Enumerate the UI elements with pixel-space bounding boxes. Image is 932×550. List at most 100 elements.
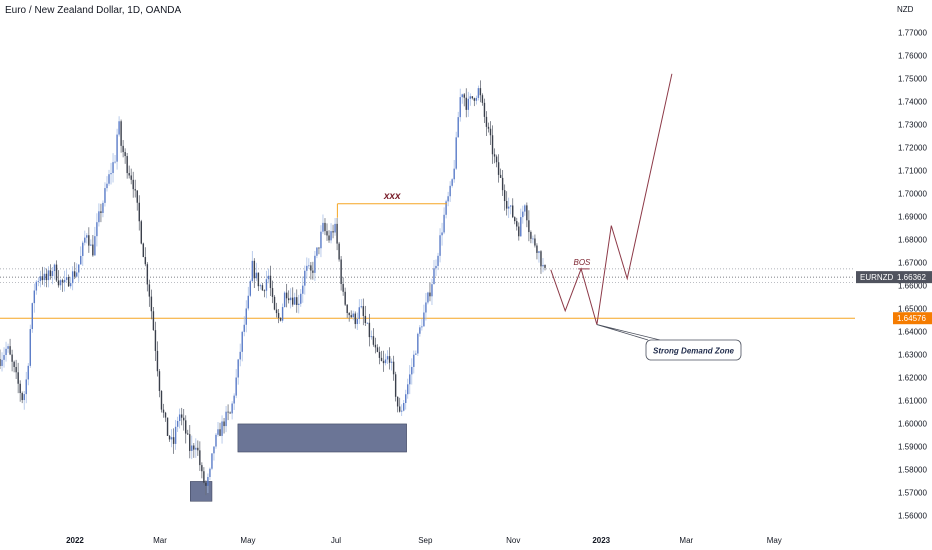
candle-body (112, 162, 114, 174)
candle-body (128, 173, 130, 176)
candle-body (94, 236, 96, 256)
candle-body (275, 309, 278, 314)
candle-body (189, 434, 191, 451)
candle-body (235, 377, 237, 396)
candle-body (92, 244, 94, 256)
candle-body (316, 247, 318, 256)
y-tick-label: 1.74000 (898, 97, 927, 106)
candle-body (261, 285, 264, 291)
candle-body (134, 189, 136, 191)
candle-body (289, 297, 292, 301)
price-tag-value: 1.66362 (897, 273, 926, 282)
x-tick-label: May (240, 536, 255, 545)
candle-body (170, 437, 173, 440)
candle-body (304, 270, 306, 286)
candle-body (263, 290, 266, 292)
candle-body (415, 353, 417, 355)
candle-body (532, 238, 534, 240)
candle-body (59, 280, 62, 286)
candle-body (320, 231, 322, 249)
candle-body (431, 284, 433, 297)
candle-body (187, 433, 189, 435)
x-tick-label: Jul (331, 536, 341, 545)
candle-body (237, 359, 239, 378)
x-tick-label: Nov (506, 536, 520, 545)
candle-body (19, 383, 21, 394)
y-tick-label: 1.64000 (898, 327, 927, 336)
demand-callout-pointer (596, 324, 661, 341)
candle-body (201, 465, 203, 472)
candle-body (185, 420, 187, 434)
candle-body (516, 221, 518, 227)
candle-body (526, 205, 528, 221)
candle-body (110, 173, 112, 175)
candle-body (253, 260, 256, 279)
candle-body (53, 264, 56, 272)
candle-body (39, 276, 42, 281)
candle-body (370, 336, 373, 338)
candle-body (518, 226, 520, 237)
candle-body (265, 279, 268, 291)
candle-body (49, 270, 52, 277)
candle-body (267, 275, 270, 280)
candle-body (409, 374, 411, 385)
candle-body (477, 88, 480, 98)
candle-body (342, 283, 344, 292)
price-tag-bg (856, 271, 932, 284)
candle-body (441, 232, 443, 236)
candle-body (269, 275, 272, 289)
candle-body (211, 453, 213, 469)
candle-body (249, 281, 252, 296)
candle-body (394, 374, 397, 397)
candle-body (487, 126, 490, 129)
candle-body (348, 312, 350, 316)
candle-body (148, 284, 151, 297)
candle-body (501, 177, 504, 191)
candle-body (538, 251, 540, 253)
candle-body (356, 318, 358, 325)
candle-body (392, 361, 395, 375)
y-tick-label: 1.69000 (898, 212, 927, 221)
y-tick-label: 1.60000 (898, 419, 927, 428)
candle-body (368, 322, 371, 338)
axis-currency-label: NZD (897, 5, 914, 14)
candle-body (223, 421, 225, 427)
candle-body (287, 298, 290, 301)
candle-body (78, 264, 80, 273)
candle-body (366, 322, 369, 324)
candle-body (257, 272, 260, 287)
y-tick-label: 1.68000 (898, 235, 927, 244)
candle-body (330, 231, 332, 241)
y-tick-label: 1.61000 (898, 396, 927, 405)
candle-body (396, 396, 399, 407)
candle-body (459, 97, 461, 118)
candle-body (156, 350, 159, 372)
candle-body (142, 243, 145, 258)
candle-body (481, 95, 484, 103)
candle-body (437, 255, 439, 266)
candle-body (227, 411, 229, 413)
candle-body (384, 359, 387, 364)
candle-body (84, 237, 86, 243)
candle-body (386, 356, 389, 360)
bos-label: BOS (573, 258, 591, 267)
candle-body (182, 417, 185, 421)
candle-body (158, 371, 161, 391)
candle-body (0, 359, 1, 366)
candle-body (229, 412, 231, 414)
candle-body (114, 161, 116, 163)
candle-body (160, 390, 163, 410)
candle-body (255, 272, 258, 279)
level-lines (0, 268, 855, 319)
candle-body (419, 327, 421, 334)
candle-body (146, 264, 149, 285)
candle-body (120, 121, 122, 146)
candle-body (360, 306, 363, 308)
demand-box-1 (237, 423, 407, 453)
x-tick-label: May (767, 536, 782, 545)
candle-body (73, 271, 76, 277)
candle-body (306, 265, 308, 271)
candle-body (283, 292, 286, 308)
candle-body (144, 257, 147, 265)
